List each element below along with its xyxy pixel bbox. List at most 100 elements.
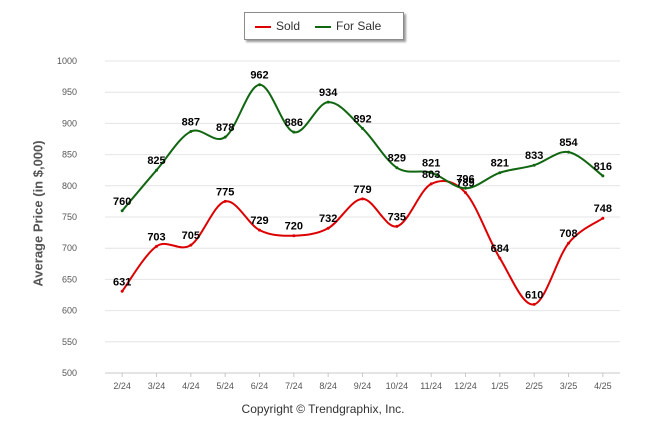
data-label-sold-2/24: 631	[113, 276, 131, 288]
y-tick-700: 700	[62, 243, 77, 253]
y-tick-750: 750	[62, 212, 77, 222]
grid-lines	[105, 60, 620, 374]
point-for-sale-1/25	[498, 171, 502, 175]
point-sold-12/24	[464, 191, 467, 195]
series-lines	[120, 83, 605, 306]
data-label-sold-7/24: 720	[285, 221, 303, 233]
point-for-sale-4/25	[601, 174, 605, 178]
y-axis-title: Average Price (in $,000)	[30, 140, 46, 287]
point-for-sale-2/24	[120, 209, 124, 213]
data-label-for-sale-4/24: 887	[182, 117, 200, 129]
x-axis-ticks: 2/24 3/24 4/24 5/24 6/24 7/24 8/24 9/24 10/24 11/…	[113, 373, 612, 391]
data-label-sold-10/24: 735	[388, 211, 406, 223]
legend-label-sold: Sold	[276, 19, 301, 33]
data-label-sold-12/24: 789	[456, 178, 474, 190]
data-label-for-sale-11/24: 821	[422, 158, 440, 170]
data-label-sold-1/25: 684	[491, 243, 510, 255]
y-tick-1000: 1000	[57, 56, 77, 66]
series-line-sold	[121, 179, 604, 306]
data-label-sold-4/25: 748	[594, 203, 612, 215]
data-label-sold-9/24: 779	[353, 184, 371, 196]
legend: Sold For Sale	[244, 12, 404, 40]
point-sold-1/25	[498, 256, 502, 260]
point-sold-3/25	[567, 241, 570, 245]
x-tick-5/24: 5/24	[216, 381, 234, 391]
y-tick-950: 950	[62, 87, 77, 97]
data-label-sold-8/24: 732	[319, 213, 337, 225]
x-tick-4/24: 4/24	[182, 381, 200, 391]
point-sold-11/24	[429, 182, 433, 186]
data-label-for-sale-8/24: 934	[319, 87, 338, 99]
x-tick-4/25: 4/25	[594, 381, 612, 391]
data-label-sold-2/25: 610	[525, 289, 543, 301]
x-tick-11/24: 11/24	[420, 381, 442, 391]
data-labels: 631 703 705 775 729 720 732 779 735 803 789 684 610 7…	[113, 70, 612, 302]
y-tick-650: 650	[62, 274, 77, 284]
data-label-for-sale-4/25: 816	[594, 161, 612, 173]
point-sold-7/24	[292, 234, 296, 238]
copyright-text: Copyright © Trendgraphix, Inc.	[241, 402, 405, 416]
point-for-sale-6/24	[258, 83, 261, 87]
point-sold-4/24	[189, 243, 193, 247]
data-label-sold-3/25: 708	[559, 228, 577, 240]
data-label-for-sale-12/24: 796	[456, 173, 474, 185]
x-tick-9/24: 9/24	[354, 381, 372, 391]
point-sold-10/24	[395, 224, 399, 228]
point-sold-8/24	[326, 226, 330, 230]
point-sold-2/24	[120, 289, 124, 293]
point-sold-3/24	[155, 244, 158, 248]
y-tick-900: 900	[62, 118, 77, 128]
y-tick-800: 800	[62, 181, 77, 191]
data-label-for-sale-7/24: 886	[285, 117, 303, 129]
data-label-sold-6/24: 729	[250, 215, 268, 227]
point-for-sale-12/24	[464, 186, 467, 190]
point-for-sale-8/24	[326, 100, 330, 104]
x-tick-1/25: 1/25	[491, 381, 509, 391]
data-label-for-sale-1/25: 821	[491, 158, 509, 170]
point-for-sale-11/24	[429, 171, 433, 175]
point-sold-4/25	[601, 216, 605, 220]
x-tick-6/24: 6/24	[251, 381, 269, 391]
point-sold-9/24	[361, 197, 364, 201]
point-sold-2/25	[532, 302, 536, 306]
point-for-sale-5/24	[223, 135, 227, 139]
x-tick-10/24: 10/24	[386, 381, 409, 391]
point-for-sale-3/24	[155, 168, 158, 172]
data-label-sold-5/24: 775	[216, 186, 234, 198]
x-tick-8/24: 8/24	[319, 381, 337, 391]
data-label-for-sale-5/24: 878	[216, 122, 234, 134]
data-label-for-sale-6/24: 962	[250, 70, 268, 82]
point-for-sale-9/24	[361, 126, 364, 130]
point-for-sale-4/24	[189, 130, 193, 134]
x-tick-2/25: 2/25	[525, 381, 543, 391]
x-tick-2/24: 2/24	[113, 381, 131, 391]
legend-item-sold[interactable]: Sold	[255, 19, 300, 33]
point-for-sale-7/24	[292, 130, 296, 134]
x-tick-3/25: 3/25	[560, 381, 578, 391]
y-tick-550: 550	[62, 337, 77, 347]
y-axis-ticks: 500 550 600 650 700 750 800 850 900 950 1000	[57, 56, 77, 378]
data-label-for-sale-2/25: 833	[525, 150, 543, 162]
data-label-sold-3/24: 703	[147, 231, 165, 243]
y-tick-850: 850	[62, 150, 77, 160]
x-tick-12/24: 12/24	[454, 381, 477, 391]
y-tick-500: 500	[62, 368, 77, 378]
data-label-sold-4/24: 705	[182, 230, 200, 242]
point-for-sale-2/25	[532, 163, 536, 167]
y-tick-600: 600	[62, 306, 77, 316]
data-label-for-sale-3/24: 825	[147, 155, 165, 167]
data-label-for-sale-10/24: 829	[388, 153, 406, 165]
data-label-for-sale-2/24: 760	[113, 196, 131, 208]
point-sold-5/24	[223, 199, 227, 203]
point-for-sale-10/24	[395, 166, 399, 170]
point-sold-6/24	[258, 228, 261, 232]
data-label-sold-11/24: 803	[422, 169, 440, 181]
legend-swatch-sold	[255, 25, 271, 28]
data-label-for-sale-9/24: 892	[353, 113, 371, 125]
point-for-sale-3/25	[567, 150, 570, 154]
legend-swatch-for-sale	[315, 25, 331, 28]
legend-item-for-sale[interactable]: For Sale	[315, 19, 381, 33]
x-tick-3/24: 3/24	[148, 381, 166, 391]
legend-label-for-sale: For Sale	[336, 19, 382, 33]
